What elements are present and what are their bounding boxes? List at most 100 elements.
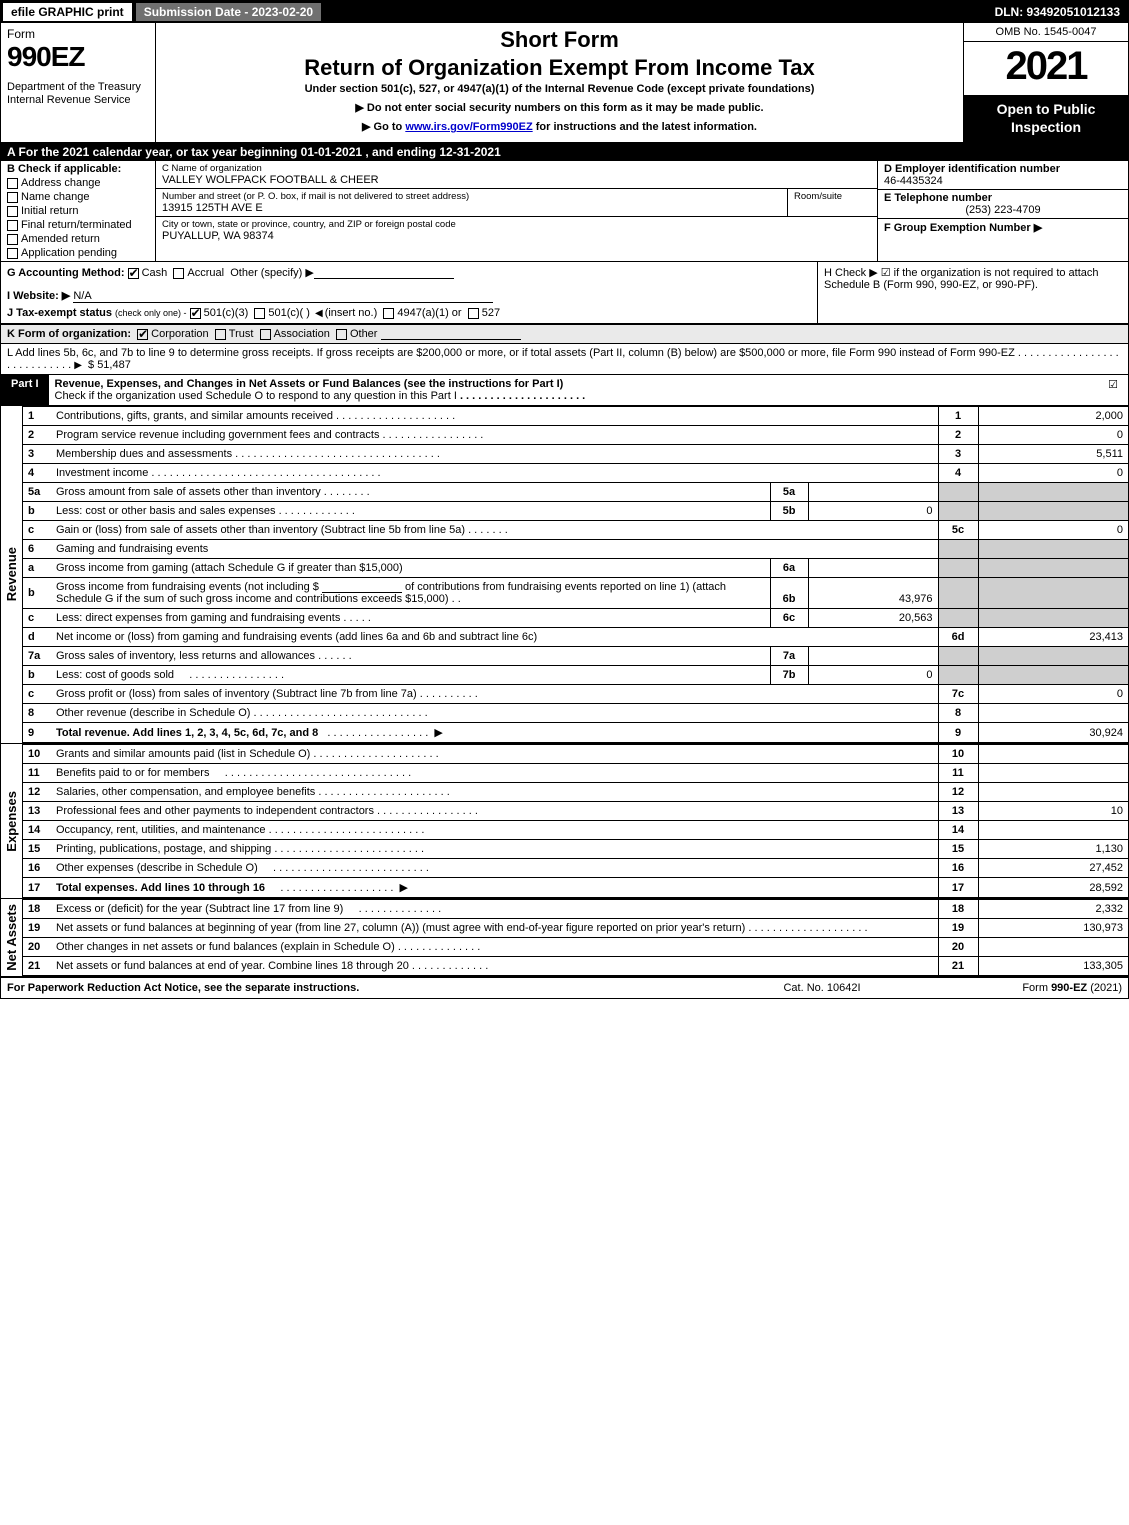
instr-ssn: ▶ Do not enter social security numbers o…	[162, 101, 957, 114]
submission-date: Submission Date - 2023-02-20	[134, 1, 323, 23]
line-5c: c Gain or (loss) from sale of assets oth…	[23, 521, 1128, 540]
i-website: I Website: ▶ N/A	[7, 289, 811, 303]
tax-year: 2021	[964, 42, 1128, 95]
part1-check-note: Check if the organization used Schedule …	[55, 390, 457, 402]
k-trust: Trust	[229, 328, 254, 340]
line-19: 19 Net assets or fund balances at beginn…	[23, 919, 1128, 938]
j-insert: (insert no.)	[325, 307, 378, 319]
l-text: L Add lines 5b, 6c, and 7b to line 9 to …	[7, 347, 1015, 359]
expenses-vlabel-col: Expenses	[1, 744, 23, 898]
line-20: 20 Other changes in net assets or fund b…	[23, 938, 1128, 957]
footer-center: Cat. No. 10642I	[722, 982, 922, 994]
line-10: 10 Grants and similar amounts paid (list…	[23, 745, 1128, 764]
line-6c: c Less: direct expenses from gaming and …	[23, 609, 1128, 628]
line-6d: d Net income or (loss) from gaming and f…	[23, 628, 1128, 647]
section-l: L Add lines 5b, 6c, and 7b to line 9 to …	[1, 344, 1128, 375]
l-amount: $ 51,487	[88, 359, 131, 371]
j-501c-check[interactable]	[254, 308, 265, 319]
form-number: 990EZ	[7, 41, 149, 73]
form-header: Form 990EZ Department of the Treasury In…	[1, 23, 1128, 143]
line-6b: b Gross income from fundraising events (…	[23, 578, 1128, 609]
part1-tag: Part I	[1, 375, 49, 405]
line-1: 1 Contributions, gifts, grants, and simi…	[23, 407, 1128, 426]
g-i-block: G Accounting Method: Cash Accrual Other …	[1, 262, 818, 323]
g-other-line[interactable]	[314, 267, 454, 279]
instr-link-prefix: ▶ Go to	[362, 121, 405, 133]
line-14: 14 Occupancy, rent, utilities, and maint…	[23, 821, 1128, 840]
line-9: 9 Total revenue. Add lines 1, 2, 3, 4, 5…	[23, 723, 1128, 743]
line-7a: 7a Gross sales of inventory, less return…	[23, 647, 1128, 666]
c-name-row: C Name of organization VALLEY WOLFPACK F…	[156, 161, 877, 189]
h-block: H Check ▶ ☑ if the organization is not r…	[818, 262, 1128, 323]
f-label: F Group Exemption Number ▶	[884, 222, 1042, 234]
j-501c: 501(c)( )	[268, 307, 310, 319]
b-opt-address[interactable]: Address change	[7, 177, 149, 189]
department: Department of the Treasury Internal Reve…	[7, 81, 149, 107]
j-501c3: 501(c)(3)	[204, 307, 249, 319]
g-accounting: G Accounting Method: Cash Accrual Other …	[7, 266, 811, 279]
k-assoc: Association	[274, 328, 330, 340]
g-cash-check[interactable]	[128, 268, 139, 279]
col-def: D Employer identification number 46-4435…	[878, 161, 1128, 261]
j-527-check[interactable]	[468, 308, 479, 319]
j-larrow-icon	[313, 307, 325, 319]
line-12: 12 Salaries, other compensation, and emp…	[23, 783, 1128, 802]
revenue-vlabel-col: Revenue	[1, 406, 23, 743]
c-street-row: Number and street (or P. O. box, if mail…	[156, 189, 877, 217]
page-footer: For Paperwork Reduction Act Notice, see …	[1, 978, 1128, 998]
c-street-label: Number and street (or P. O. box, if mail…	[162, 191, 781, 202]
b-opt-pending[interactable]: Application pending	[7, 247, 149, 259]
form-page: efile GRAPHIC print Submission Date - 20…	[0, 0, 1129, 999]
line-15: 15 Printing, publications, postage, and …	[23, 840, 1128, 859]
c-room-label: Room/suite	[794, 191, 871, 202]
part1-title: Revenue, Expenses, and Changes in Net As…	[49, 375, 1098, 405]
d-ein: D Employer identification number 46-4435…	[878, 161, 1128, 190]
row-a-tax-year: A For the 2021 calendar year, or tax yea…	[1, 143, 1128, 161]
c-name-label: C Name of organization	[162, 163, 871, 174]
k-assoc-check[interactable]	[260, 329, 271, 340]
line-17: 17 Total expenses. Add lines 10 through …	[23, 878, 1128, 898]
k-other-check[interactable]	[336, 329, 347, 340]
k-corp-check[interactable]	[137, 329, 148, 340]
line-5a: 5a Gross amount from sale of assets othe…	[23, 483, 1128, 502]
e-value: (253) 223-4709	[884, 204, 1122, 216]
section-k: K Form of organization: Corporation Trus…	[1, 324, 1128, 344]
j-501c3-check[interactable]	[190, 308, 201, 319]
b-opt-name[interactable]: Name change	[7, 191, 149, 203]
b-opt-final[interactable]: Final return/terminated	[7, 219, 149, 231]
g-accrual-check[interactable]	[173, 268, 184, 279]
expenses-vlabel: Expenses	[4, 791, 19, 852]
b-opt-amended[interactable]: Amended return	[7, 233, 149, 245]
form-word: Form	[7, 27, 149, 41]
line-6: 6 Gaming and fundraising events	[23, 540, 1128, 559]
b-opt-initial[interactable]: Initial return	[7, 205, 149, 217]
netassets-section: Net Assets 18 Excess or (deficit) for th…	[1, 899, 1128, 978]
i-label: I Website: ▶	[7, 290, 70, 302]
line-7b: b Less: cost of goods sold . . . . . . .…	[23, 666, 1128, 685]
k-corp: Corporation	[151, 328, 208, 340]
f-group: F Group Exemption Number ▶	[878, 219, 1128, 261]
revenue-table: 1 Contributions, gifts, grants, and simi…	[23, 406, 1128, 743]
k-other-line[interactable]	[381, 328, 521, 340]
c-city-row: City or town, state or province, country…	[156, 217, 877, 244]
b-header: B Check if applicable:	[7, 163, 149, 175]
j-note: (check only one) -	[115, 308, 187, 318]
l-arrow-icon	[74, 359, 85, 371]
dln: DLN: 93492051012133	[987, 1, 1128, 23]
omb-number: OMB No. 1545-0047	[964, 23, 1128, 42]
line-7c: c Gross profit or (loss) from sales of i…	[23, 685, 1128, 704]
line-3: 3 Membership dues and assessments . . . …	[23, 445, 1128, 464]
header-center: Short Form Return of Organization Exempt…	[156, 23, 963, 142]
j-4947: 4947(a)(1) or	[397, 307, 461, 319]
irs-link[interactable]: www.irs.gov/Form990EZ	[405, 121, 532, 133]
topbar: efile GRAPHIC print Submission Date - 20…	[1, 1, 1128, 23]
part1-checkbox[interactable]: ☑	[1098, 375, 1128, 405]
j-4947-check[interactable]	[383, 308, 394, 319]
revenue-vlabel: Revenue	[4, 547, 19, 601]
section-gh: G Accounting Method: Cash Accrual Other …	[1, 262, 1128, 324]
efile-print[interactable]: efile GRAPHIC print	[1, 1, 134, 23]
header-right: OMB No. 1545-0047 2021 Open to Public In…	[963, 23, 1128, 142]
k-trust-check[interactable]	[215, 329, 226, 340]
g-other: Other (specify) ▶	[230, 267, 314, 279]
g-accrual: Accrual	[187, 267, 224, 279]
